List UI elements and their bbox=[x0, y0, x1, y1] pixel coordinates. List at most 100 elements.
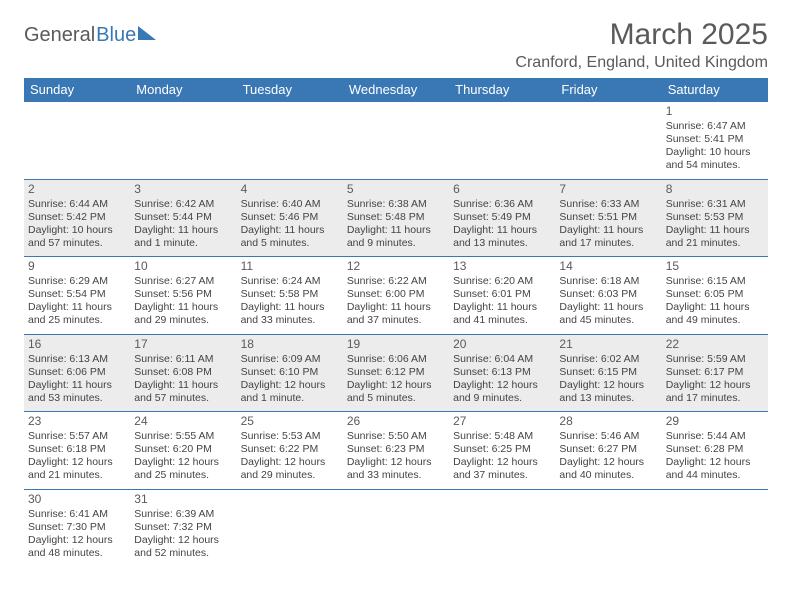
day-number: 1 bbox=[666, 104, 764, 119]
sunrise-text: Sunrise: 6:20 AM bbox=[453, 275, 551, 288]
daylight-text: Daylight: 11 hours and 5 minutes. bbox=[241, 224, 339, 250]
day-number: 18 bbox=[241, 337, 339, 352]
daylight-text: Daylight: 11 hours and 57 minutes. bbox=[134, 379, 232, 405]
day-number: 3 bbox=[134, 182, 232, 197]
daylight-text: Daylight: 11 hours and 37 minutes. bbox=[347, 301, 445, 327]
calendar-cell: 5Sunrise: 6:38 AMSunset: 5:48 PMDaylight… bbox=[343, 179, 449, 257]
daylight-text: Daylight: 11 hours and 49 minutes. bbox=[666, 301, 764, 327]
sunrise-text: Sunrise: 6:22 AM bbox=[347, 275, 445, 288]
sunset-text: Sunset: 5:53 PM bbox=[666, 211, 764, 224]
calendar-week-row: 30Sunrise: 6:41 AMSunset: 7:30 PMDayligh… bbox=[24, 489, 768, 566]
day-number: 23 bbox=[28, 414, 126, 429]
calendar-cell: 21Sunrise: 6:02 AMSunset: 6:15 PMDayligh… bbox=[555, 334, 661, 412]
sunrise-text: Sunrise: 5:59 AM bbox=[666, 353, 764, 366]
sunset-text: Sunset: 6:23 PM bbox=[347, 443, 445, 456]
calendar-cell bbox=[24, 102, 130, 180]
sunrise-text: Sunrise: 6:09 AM bbox=[241, 353, 339, 366]
sunset-text: Sunset: 5:51 PM bbox=[559, 211, 657, 224]
daylight-text: Daylight: 11 hours and 41 minutes. bbox=[453, 301, 551, 327]
calendar-cell: 15Sunrise: 6:15 AMSunset: 6:05 PMDayligh… bbox=[662, 257, 768, 335]
day-number: 19 bbox=[347, 337, 445, 352]
day-number: 17 bbox=[134, 337, 232, 352]
sunset-text: Sunset: 6:00 PM bbox=[347, 288, 445, 301]
calendar-cell bbox=[237, 489, 343, 566]
calendar-cell: 23Sunrise: 5:57 AMSunset: 6:18 PMDayligh… bbox=[24, 412, 130, 490]
daylight-text: Daylight: 11 hours and 21 minutes. bbox=[666, 224, 764, 250]
sunrise-text: Sunrise: 5:46 AM bbox=[559, 430, 657, 443]
calendar-cell: 19Sunrise: 6:06 AMSunset: 6:12 PMDayligh… bbox=[343, 334, 449, 412]
dayhead-tuesday: Tuesday bbox=[237, 78, 343, 102]
daylight-text: Daylight: 10 hours and 57 minutes. bbox=[28, 224, 126, 250]
day-number: 11 bbox=[241, 259, 339, 274]
calendar-cell bbox=[555, 489, 661, 566]
day-number: 26 bbox=[347, 414, 445, 429]
sunset-text: Sunset: 6:28 PM bbox=[666, 443, 764, 456]
day-number: 4 bbox=[241, 182, 339, 197]
day-number: 7 bbox=[559, 182, 657, 197]
daylight-text: Daylight: 12 hours and 9 minutes. bbox=[453, 379, 551, 405]
daylight-text: Daylight: 12 hours and 21 minutes. bbox=[28, 456, 126, 482]
sunset-text: Sunset: 6:01 PM bbox=[453, 288, 551, 301]
calendar-cell: 9Sunrise: 6:29 AMSunset: 5:54 PMDaylight… bbox=[24, 257, 130, 335]
calendar-cell: 29Sunrise: 5:44 AMSunset: 6:28 PMDayligh… bbox=[662, 412, 768, 490]
calendar-cell: 7Sunrise: 6:33 AMSunset: 5:51 PMDaylight… bbox=[555, 179, 661, 257]
calendar-cell: 16Sunrise: 6:13 AMSunset: 6:06 PMDayligh… bbox=[24, 334, 130, 412]
sunset-text: Sunset: 5:54 PM bbox=[28, 288, 126, 301]
dayhead-thursday: Thursday bbox=[449, 78, 555, 102]
sunset-text: Sunset: 6:10 PM bbox=[241, 366, 339, 379]
sunset-text: Sunset: 7:32 PM bbox=[134, 521, 232, 534]
day-number: 20 bbox=[453, 337, 551, 352]
day-number: 22 bbox=[666, 337, 764, 352]
calendar-cell bbox=[662, 489, 768, 566]
calendar-week-row: 1Sunrise: 6:47 AMSunset: 5:41 PMDaylight… bbox=[24, 102, 768, 180]
title-block: March 2025 Cranford, England, United Kin… bbox=[515, 18, 768, 72]
page-title: March 2025 bbox=[515, 18, 768, 52]
day-number: 28 bbox=[559, 414, 657, 429]
calendar-cell: 13Sunrise: 6:20 AMSunset: 6:01 PMDayligh… bbox=[449, 257, 555, 335]
calendar-cell: 24Sunrise: 5:55 AMSunset: 6:20 PMDayligh… bbox=[130, 412, 236, 490]
calendar-cell bbox=[343, 489, 449, 566]
calendar-cell: 11Sunrise: 6:24 AMSunset: 5:58 PMDayligh… bbox=[237, 257, 343, 335]
daylight-text: Daylight: 12 hours and 48 minutes. bbox=[28, 534, 126, 560]
daylight-text: Daylight: 11 hours and 25 minutes. bbox=[28, 301, 126, 327]
day-number: 25 bbox=[241, 414, 339, 429]
dayhead-friday: Friday bbox=[555, 78, 661, 102]
sunrise-text: Sunrise: 6:18 AM bbox=[559, 275, 657, 288]
sunrise-text: Sunrise: 6:38 AM bbox=[347, 198, 445, 211]
daylight-text: Daylight: 12 hours and 40 minutes. bbox=[559, 456, 657, 482]
sunset-text: Sunset: 5:48 PM bbox=[347, 211, 445, 224]
sunrise-text: Sunrise: 6:42 AM bbox=[134, 198, 232, 211]
calendar-cell: 2Sunrise: 6:44 AMSunset: 5:42 PMDaylight… bbox=[24, 179, 130, 257]
sunset-text: Sunset: 6:25 PM bbox=[453, 443, 551, 456]
sunset-text: Sunset: 6:15 PM bbox=[559, 366, 657, 379]
calendar-cell: 8Sunrise: 6:31 AMSunset: 5:53 PMDaylight… bbox=[662, 179, 768, 257]
sunrise-text: Sunrise: 6:06 AM bbox=[347, 353, 445, 366]
daylight-text: Daylight: 11 hours and 13 minutes. bbox=[453, 224, 551, 250]
sunrise-text: Sunrise: 6:31 AM bbox=[666, 198, 764, 211]
sunset-text: Sunset: 6:03 PM bbox=[559, 288, 657, 301]
sunset-text: Sunset: 5:42 PM bbox=[28, 211, 126, 224]
day-number: 6 bbox=[453, 182, 551, 197]
sunrise-text: Sunrise: 5:57 AM bbox=[28, 430, 126, 443]
daylight-text: Daylight: 11 hours and 45 minutes. bbox=[559, 301, 657, 327]
sunrise-text: Sunrise: 5:55 AM bbox=[134, 430, 232, 443]
day-header-row: Sunday Monday Tuesday Wednesday Thursday… bbox=[24, 78, 768, 102]
day-number: 5 bbox=[347, 182, 445, 197]
sunrise-text: Sunrise: 6:27 AM bbox=[134, 275, 232, 288]
daylight-text: Daylight: 11 hours and 1 minute. bbox=[134, 224, 232, 250]
calendar-week-row: 9Sunrise: 6:29 AMSunset: 5:54 PMDaylight… bbox=[24, 257, 768, 335]
daylight-text: Daylight: 11 hours and 33 minutes. bbox=[241, 301, 339, 327]
sunset-text: Sunset: 6:13 PM bbox=[453, 366, 551, 379]
day-number: 15 bbox=[666, 259, 764, 274]
sunset-text: Sunset: 6:17 PM bbox=[666, 366, 764, 379]
day-number: 14 bbox=[559, 259, 657, 274]
sunset-text: Sunset: 6:12 PM bbox=[347, 366, 445, 379]
daylight-text: Daylight: 12 hours and 52 minutes. bbox=[134, 534, 232, 560]
day-number: 21 bbox=[559, 337, 657, 352]
sunset-text: Sunset: 7:30 PM bbox=[28, 521, 126, 534]
sunrise-text: Sunrise: 6:24 AM bbox=[241, 275, 339, 288]
daylight-text: Daylight: 12 hours and 13 minutes. bbox=[559, 379, 657, 405]
calendar-cell: 18Sunrise: 6:09 AMSunset: 6:10 PMDayligh… bbox=[237, 334, 343, 412]
daylight-text: Daylight: 12 hours and 25 minutes. bbox=[134, 456, 232, 482]
day-number: 31 bbox=[134, 492, 232, 507]
